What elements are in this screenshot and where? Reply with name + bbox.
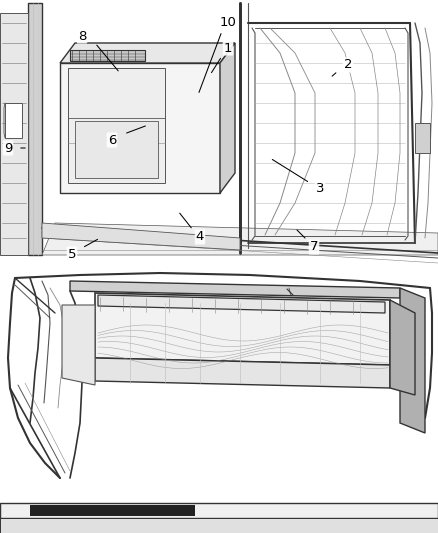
Circle shape	[242, 161, 246, 165]
Polygon shape	[68, 68, 165, 183]
Polygon shape	[42, 223, 438, 255]
Polygon shape	[0, 13, 28, 255]
Polygon shape	[60, 63, 220, 193]
Text: 5: 5	[68, 247, 76, 261]
Polygon shape	[95, 293, 390, 365]
Polygon shape	[5, 103, 22, 138]
Circle shape	[75, 345, 81, 351]
Text: 3: 3	[316, 182, 324, 195]
Polygon shape	[0, 518, 438, 533]
Text: 9: 9	[4, 141, 12, 155]
Polygon shape	[75, 121, 158, 178]
Polygon shape	[62, 305, 95, 385]
Text: 2: 2	[344, 59, 352, 71]
Circle shape	[242, 111, 246, 115]
Polygon shape	[28, 3, 42, 255]
Circle shape	[75, 330, 81, 336]
Circle shape	[239, 108, 249, 118]
Polygon shape	[70, 281, 400, 298]
Polygon shape	[400, 288, 425, 433]
Text: 4: 4	[196, 230, 204, 244]
Circle shape	[75, 315, 81, 321]
Circle shape	[75, 360, 81, 366]
Circle shape	[239, 158, 249, 168]
Polygon shape	[415, 123, 430, 153]
Polygon shape	[0, 0, 438, 263]
Polygon shape	[42, 223, 240, 250]
Text: 6: 6	[108, 133, 116, 147]
Circle shape	[239, 58, 249, 68]
Polygon shape	[60, 43, 235, 63]
Polygon shape	[220, 43, 235, 193]
Polygon shape	[0, 273, 438, 533]
Polygon shape	[98, 295, 385, 313]
Polygon shape	[70, 50, 145, 61]
Text: 7: 7	[310, 240, 318, 254]
Polygon shape	[95, 358, 390, 388]
Text: 8: 8	[78, 29, 86, 43]
Polygon shape	[390, 300, 415, 395]
Polygon shape	[0, 503, 438, 518]
Text: 1: 1	[224, 42, 232, 54]
Polygon shape	[30, 505, 195, 516]
Circle shape	[242, 61, 246, 65]
Text: 10: 10	[219, 17, 237, 29]
